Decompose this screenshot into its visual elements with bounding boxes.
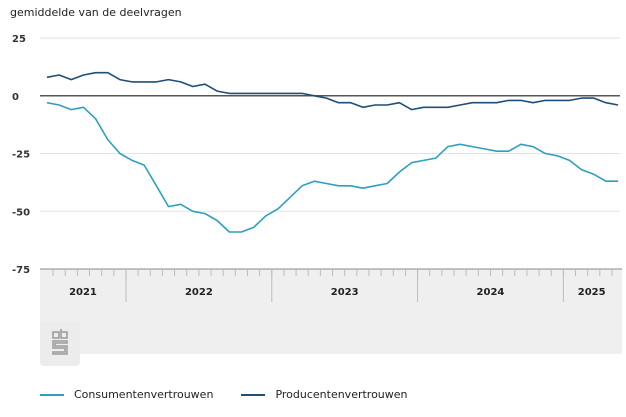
line-chart: 25 0 -25 -50 -75 2021 2022 2023 2024 2025 — [12, 34, 622, 354]
legend-item-producentenvertrouwen[interactable]: Producentenvertrouwen — [241, 388, 408, 401]
y-tick-label: 25 — [12, 34, 26, 45]
logo-background — [40, 322, 80, 366]
y-tick-label: -50 — [12, 207, 30, 218]
year-label: 2024 — [477, 287, 505, 298]
legend-item-consumentenvertrouwen[interactable]: Consumentenvertrouwen — [40, 388, 213, 401]
year-label: 2025 — [578, 287, 606, 298]
year-label: 2022 — [185, 287, 213, 298]
y-axis: 25 0 -25 -50 -75 — [12, 34, 30, 276]
grid — [40, 37, 620, 212]
year-label: 2021 — [69, 287, 97, 298]
legend-label: Producentenvertrouwen — [275, 388, 408, 401]
chart-subtitle: gemiddelde van de deelvragen — [10, 6, 182, 19]
y-tick-label: -75 — [12, 265, 30, 276]
series-lines — [46, 71, 619, 233]
series-line-consumentenvertrouwen — [46, 101, 619, 233]
year-label: 2023 — [331, 287, 359, 298]
legend-swatch — [40, 393, 64, 396]
legend-swatch — [241, 393, 266, 396]
legend: Consumentenvertrouwen Producentenvertrou… — [40, 388, 408, 401]
x-axis: 2021 2022 2023 2024 2025 — [40, 268, 622, 354]
cbs-logo-glyph — [52, 329, 68, 355]
x-axis-band — [40, 269, 622, 354]
legend-label: Consumentenvertrouwen — [74, 388, 214, 401]
series-line-producentenvertrouwen — [46, 71, 619, 111]
cbs-logo — [40, 322, 80, 366]
y-tick-label: 0 — [12, 92, 19, 103]
y-tick-label: -25 — [12, 150, 30, 161]
